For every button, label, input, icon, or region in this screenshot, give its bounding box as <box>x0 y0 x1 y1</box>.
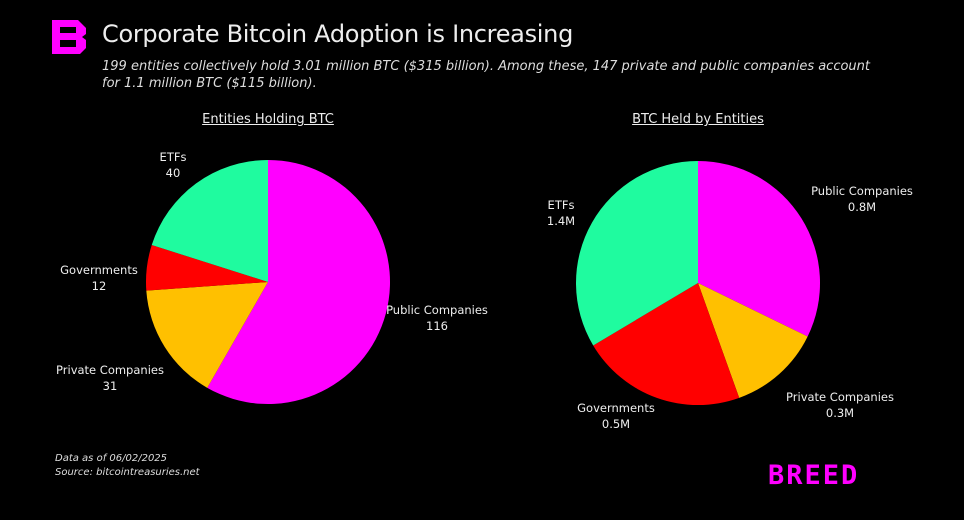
data-source: Source: bitcointreasuries.net <box>55 467 200 478</box>
brand-wordmark: BREED <box>768 460 860 491</box>
category: ETFs <box>159 150 187 164</box>
label-private-btc: Private Companies 0.3M <box>786 389 894 421</box>
label-gov-entities: Governments 12 <box>60 262 138 294</box>
category: Public Companies <box>811 184 913 198</box>
value: 116 <box>426 319 448 333</box>
breed-logo-icon <box>52 20 86 54</box>
category: Governments <box>577 401 655 415</box>
value: 31 <box>102 379 118 393</box>
pie-slice-gov <box>593 283 740 405</box>
label-public-btc: Public Companies 0.8M <box>811 183 913 215</box>
category: Public Companies <box>386 303 488 317</box>
pie-slice-public <box>207 160 390 404</box>
footnote: Data as of 06/02/2025 Source: bitcointre… <box>55 452 200 480</box>
category: Governments <box>60 263 138 277</box>
pie-slice-private <box>146 282 268 388</box>
label-etf-btc: ETFs 1.4M <box>547 197 575 229</box>
pie-slice-etf <box>151 160 268 282</box>
label-gov-btc: Governments 0.5M <box>577 400 655 432</box>
pie-slice-etf <box>576 161 698 346</box>
pie-slice-private <box>698 283 808 398</box>
category: Private Companies <box>56 363 164 377</box>
value: 0.5M <box>601 417 631 431</box>
label-private-entities: Private Companies 31 <box>56 362 164 394</box>
data-date: Data as of 06/02/2025 <box>55 453 168 464</box>
category: Private Companies <box>786 390 894 404</box>
category: ETFs <box>547 198 575 212</box>
page-subtitle: 199 entities collectively hold 3.01 mill… <box>102 59 871 91</box>
chart-title-btc: BTC Held by Entities <box>632 112 764 127</box>
label-etf-entities: ETFs 40 <box>160 149 187 181</box>
value: 0.3M <box>825 406 855 420</box>
page-title: Corporate Bitcoin Adoption is Increasing <box>102 20 574 48</box>
pie-slice-gov <box>146 245 268 291</box>
value: 0.8M <box>847 200 877 214</box>
value: 1.4M <box>546 214 576 228</box>
chart-title-entities: Entities Holding BTC <box>202 112 334 127</box>
value: 40 <box>165 166 181 180</box>
label-public-entities: Public Companies 116 <box>386 302 488 334</box>
pie-slice-public <box>698 161 820 337</box>
value: 12 <box>91 279 107 293</box>
